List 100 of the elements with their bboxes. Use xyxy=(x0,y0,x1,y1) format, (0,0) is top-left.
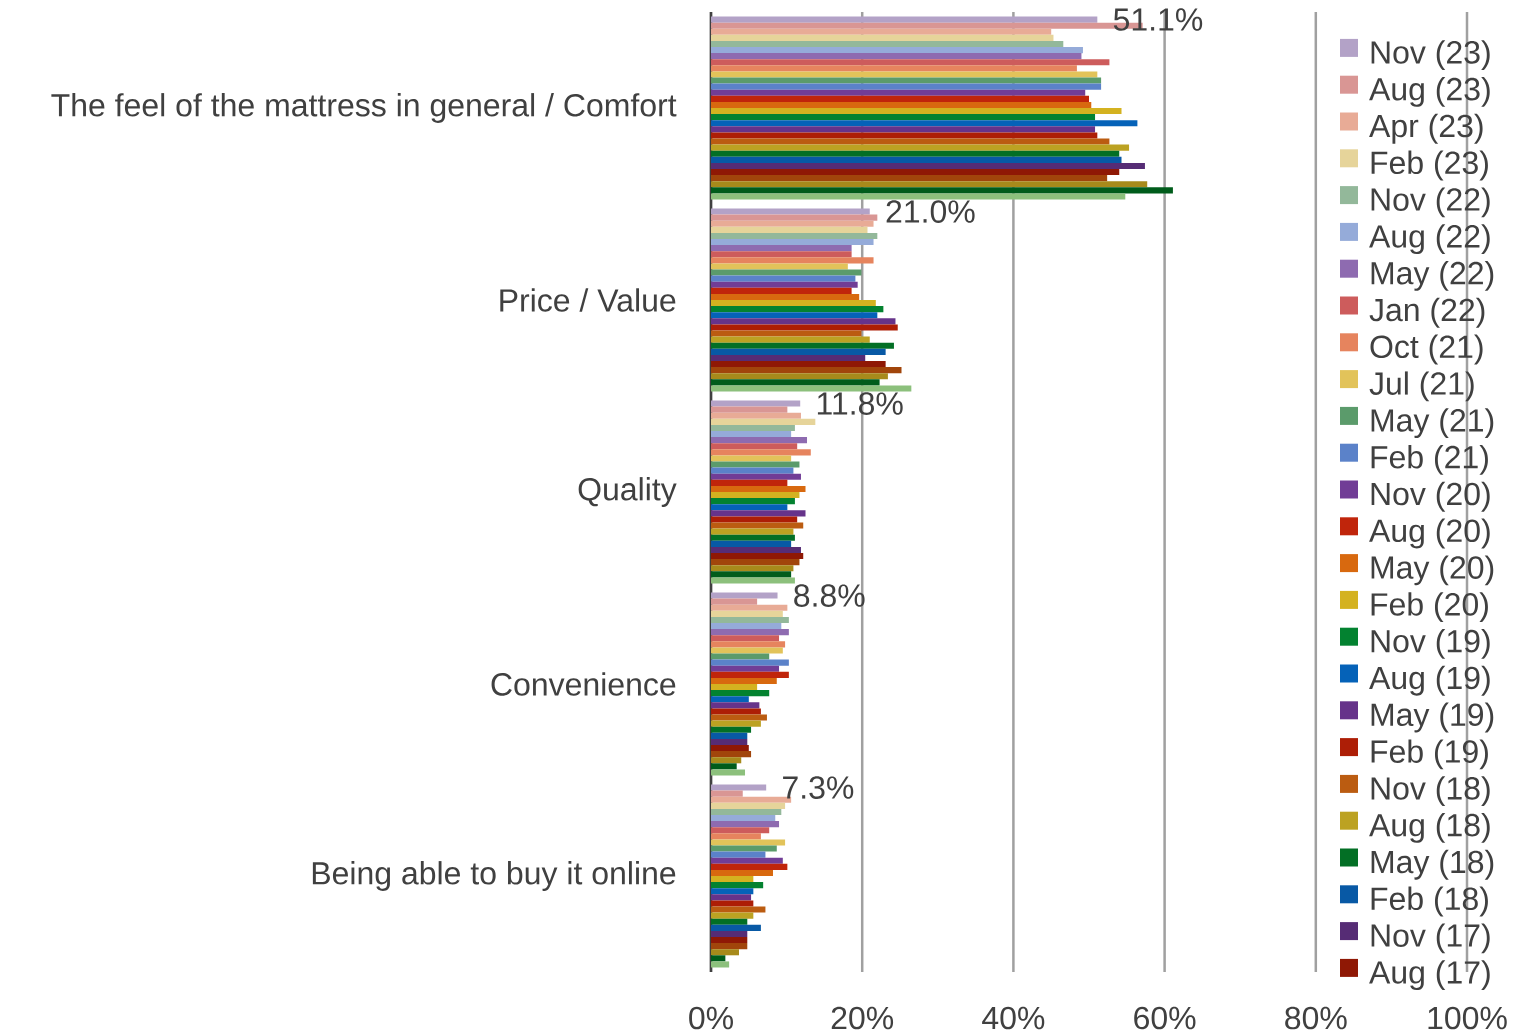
bar xyxy=(711,275,856,282)
bar xyxy=(711,696,749,703)
bar xyxy=(711,732,748,739)
bar xyxy=(711,367,902,374)
bar xyxy=(711,726,752,733)
bar xyxy=(711,232,878,240)
legend-label: Feb (23) xyxy=(1371,150,1488,181)
bar xyxy=(711,790,743,797)
x-tick-label: 60% xyxy=(1134,1006,1196,1030)
x-tick-label: 100% xyxy=(1428,1006,1507,1030)
bar xyxy=(711,144,1130,151)
legend-label: Aug (22) xyxy=(1369,224,1490,255)
bar xyxy=(711,485,806,493)
bar xyxy=(711,406,788,413)
bar xyxy=(711,175,1108,182)
bar xyxy=(711,467,794,474)
bar xyxy=(711,65,1077,72)
data-label: 7.3% xyxy=(783,776,854,799)
bar xyxy=(711,245,852,252)
x-tick-label: 40% xyxy=(982,1006,1045,1030)
bar xyxy=(711,629,789,636)
bar xyxy=(711,546,801,554)
data-label: 51.1% xyxy=(1113,8,1203,31)
bar xyxy=(711,808,782,816)
data-label: 11.8% xyxy=(817,392,903,415)
bar xyxy=(711,845,777,852)
bar xyxy=(711,702,760,709)
bar xyxy=(711,150,1120,157)
legend-label: Aug (23) xyxy=(1369,77,1490,107)
legend-label: Feb (21) xyxy=(1371,445,1488,475)
bar xyxy=(711,763,737,770)
legend-label: Feb (20) xyxy=(1371,592,1488,623)
bar xyxy=(711,882,764,889)
bar xyxy=(711,318,896,325)
bar xyxy=(711,479,788,486)
bar xyxy=(711,214,878,221)
bar xyxy=(711,193,1126,200)
bar xyxy=(711,876,754,883)
bar xyxy=(711,330,862,337)
bar xyxy=(711,220,874,227)
x-tick-label: 20% xyxy=(831,1006,894,1030)
y-tick-label: Being able to buy it online xyxy=(312,861,676,891)
y-tick-label: Price / Value xyxy=(500,288,676,312)
bar xyxy=(711,385,912,392)
bar xyxy=(711,300,876,307)
bar xyxy=(711,955,726,962)
bar xyxy=(711,684,758,691)
bar xyxy=(711,412,801,419)
bar xyxy=(711,379,880,386)
bar xyxy=(711,815,776,822)
bar xyxy=(711,528,794,535)
bar xyxy=(711,745,749,752)
bar xyxy=(711,604,788,611)
bar xyxy=(711,888,754,895)
bar xyxy=(711,59,1110,66)
legend-label: May (19) xyxy=(1371,702,1494,733)
y-tick-label: Convenience xyxy=(491,672,676,696)
bar xyxy=(711,647,783,654)
legend-label: Apr (23) xyxy=(1369,113,1483,144)
bar xyxy=(711,312,878,319)
bar xyxy=(711,34,1054,41)
legend-label: Jul (21) xyxy=(1369,371,1474,402)
bar xyxy=(711,257,874,264)
legend-label: Aug (18) xyxy=(1369,813,1490,843)
data-label: 21.0% xyxy=(886,200,975,223)
bar xyxy=(711,16,1098,23)
bar xyxy=(711,138,1110,145)
y-tick-label: Quality xyxy=(578,477,677,507)
bar xyxy=(711,120,1138,127)
bar xyxy=(711,924,761,931)
bar xyxy=(711,616,789,624)
legend-label: Jan (22) xyxy=(1369,297,1485,328)
bar xyxy=(711,71,1098,78)
bar xyxy=(711,949,739,956)
bar xyxy=(711,571,792,578)
bar xyxy=(711,510,806,517)
bar xyxy=(711,930,748,937)
bar xyxy=(711,851,766,858)
bar xyxy=(711,187,1173,194)
bar xyxy=(711,906,766,913)
bar xyxy=(711,95,1089,102)
bar xyxy=(711,269,862,276)
bar xyxy=(711,101,1092,109)
bar xyxy=(711,690,770,697)
legend-label: Nov (19) xyxy=(1371,629,1490,659)
bar xyxy=(711,126,1096,133)
legend-label: Nov (23) xyxy=(1371,40,1490,71)
bar xyxy=(711,894,752,901)
bar xyxy=(711,40,1064,48)
bar xyxy=(711,461,800,468)
bar xyxy=(711,53,1082,60)
bar xyxy=(711,83,1102,90)
bar xyxy=(711,738,748,745)
bar xyxy=(711,437,808,444)
bar xyxy=(711,553,804,560)
bar xyxy=(711,540,792,547)
legend-label: Nov (17) xyxy=(1371,923,1490,954)
bar xyxy=(711,77,1102,84)
bar xyxy=(711,492,800,499)
bar xyxy=(711,28,1052,35)
